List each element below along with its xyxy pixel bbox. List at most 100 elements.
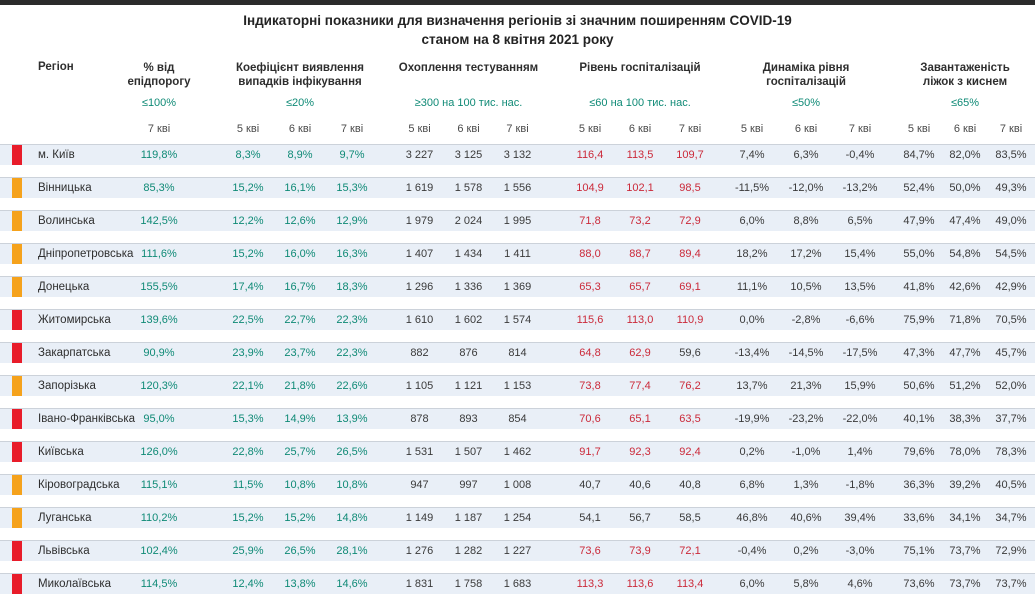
cell-testing-coverage: 997 [459, 479, 478, 491]
cell-hospitalization-dynamics: -3,0% [845, 545, 875, 557]
cell-hospitalization-level: 73,2 [629, 215, 651, 227]
cell-oxygen-beds-occupancy: 33,6% [903, 512, 935, 524]
cell-epid-threshold: 126,0% [140, 446, 178, 458]
cell-epid-threshold: 110,2% [140, 512, 178, 524]
cell-hospitalization-level: 73,8 [579, 380, 601, 392]
cell-detection-coefficient: 16,3% [336, 248, 368, 260]
page-title-line2: станом на 8 квітня 2021 року [421, 32, 614, 47]
region-status-marker [12, 409, 22, 429]
cell-testing-coverage: 947 [410, 479, 429, 491]
cell-detection-coefficient: 15,2% [232, 512, 264, 524]
cell-oxygen-beds-occupancy: 55,0% [903, 248, 935, 260]
threshold-coefficient: ≤20% [285, 97, 315, 109]
cell-hospitalization-dynamics: 21,3% [790, 380, 822, 392]
cell-detection-coefficient: 22,3% [336, 314, 368, 326]
cell-hospitalization-level: 116,4 [576, 149, 604, 161]
cell-detection-coefficient: 25,7% [284, 446, 316, 458]
table-row: Волинська 142,5% 12,2% 12,6% 12,9% 1 979 2 02… [0, 210, 1035, 231]
cell-epid-threshold: 142,5% [140, 215, 178, 227]
cell-hospitalization-dynamics: -2,8% [791, 314, 821, 326]
cell-detection-coefficient: 22,3% [336, 347, 368, 359]
cell-testing-coverage: 814 [508, 347, 527, 359]
region-status-marker [12, 442, 22, 462]
page-title: Індикаторні показники для визначення рег… [0, 11, 1035, 49]
cell-testing-coverage: 1 831 [405, 578, 434, 590]
cell-detection-coefficient: 8,9% [287, 149, 313, 161]
cell-oxygen-beds-occupancy: 34,1% [949, 512, 981, 524]
threshold-epid: ≤100% [141, 97, 177, 109]
column-header-detection-coefficient: Коефіцієнт виявлення випадків інфікуванн… [235, 62, 364, 88]
cell-testing-coverage: 1 276 [405, 545, 434, 557]
cell-hospitalization-level: 56,7 [629, 512, 651, 524]
date-label: 6 кві [794, 123, 818, 135]
threshold-hospitalization: ≤60 на 100 тис. нас. [589, 97, 691, 109]
cell-hospitalization-dynamics: 6,5% [847, 215, 873, 227]
cell-testing-coverage: 1 105 [405, 380, 434, 392]
cell-detection-coefficient: 12,2% [232, 215, 264, 227]
cell-hospitalization-level: 92,3 [629, 446, 651, 458]
cell-hospitalization-level: 113,4 [676, 578, 704, 590]
cell-hospitalization-level: 98,5 [679, 182, 701, 194]
region-name: м. Київ [38, 149, 75, 161]
cell-detection-coefficient: 22,5% [232, 314, 264, 326]
table-row: Запорізька 120,3% 22,1% 21,8% 22,6% 1 105 1 1… [0, 375, 1035, 396]
date-label: 6 кві [457, 123, 480, 135]
cell-hospitalization-level: 71,8 [579, 215, 601, 227]
cell-testing-coverage: 1 369 [503, 281, 532, 293]
cell-oxygen-beds-occupancy: 73,7% [995, 578, 1027, 590]
cell-detection-coefficient: 18,3% [336, 281, 368, 293]
cell-testing-coverage: 1 008 [503, 479, 532, 491]
cell-testing-coverage: 2 024 [454, 215, 483, 227]
cell-testing-coverage: 882 [410, 347, 429, 359]
threshold-beds: ≤65% [950, 97, 980, 109]
page-title-line1: Індикаторні показники для визначення рег… [243, 13, 792, 28]
cell-hospitalization-level: 92,4 [679, 446, 701, 458]
cell-detection-coefficient: 14,9% [284, 413, 316, 425]
cell-oxygen-beds-occupancy: 50,6% [903, 380, 935, 392]
cell-oxygen-beds-occupancy: 52,4% [903, 182, 935, 194]
cell-oxygen-beds-occupancy: 51,2% [949, 380, 981, 392]
cell-detection-coefficient: 11,5% [232, 479, 264, 491]
region-name: Донецька [38, 281, 90, 293]
cell-detection-coefficient: 23,7% [284, 347, 316, 359]
cell-oxygen-beds-occupancy: 34,7% [995, 512, 1027, 524]
cell-hospitalization-dynamics: 6,0% [739, 215, 765, 227]
cell-hospitalization-dynamics: 0,2% [739, 446, 765, 458]
cell-hospitalization-dynamics: -12,0% [788, 182, 824, 194]
date-label: 5 кві [236, 123, 260, 135]
cell-hospitalization-level: 40,8 [679, 479, 701, 491]
cell-hospitalization-dynamics: -1,0% [791, 446, 821, 458]
cell-hospitalization-level: 115,6 [576, 314, 604, 326]
cell-hospitalization-dynamics: 8,8% [793, 215, 819, 227]
cell-oxygen-beds-occupancy: 52,0% [995, 380, 1027, 392]
cell-testing-coverage: 1 434 [454, 248, 483, 260]
region-name: Київська [38, 446, 84, 458]
cell-detection-coefficient: 15,2% [232, 248, 264, 260]
cell-detection-coefficient: 22,7% [284, 314, 316, 326]
cell-testing-coverage: 878 [410, 413, 429, 425]
cell-hospitalization-dynamics: 6,8% [739, 479, 765, 491]
cell-oxygen-beds-occupancy: 72,9% [995, 545, 1027, 557]
cell-detection-coefficient: 25,9% [232, 545, 264, 557]
cell-hospitalization-dynamics: -6,6% [845, 314, 875, 326]
threshold-dynamics: ≤50% [791, 97, 821, 109]
cell-detection-coefficient: 15,3% [232, 413, 264, 425]
cell-epid-threshold: 90,9% [143, 347, 175, 359]
cell-epid-threshold: 102,4% [140, 545, 178, 557]
cell-testing-coverage: 1 758 [454, 578, 483, 590]
cell-hospitalization-level: 113,3 [576, 578, 604, 590]
table-row: Івано-Франківська 95,0% 15,3% 14,9% 13,9% 87… [0, 408, 1035, 429]
cell-hospitalization-level: 110,9 [676, 314, 704, 326]
cell-detection-coefficient: 28,1% [336, 545, 368, 557]
cell-hospitalization-level: 113,5 [626, 149, 654, 161]
cell-hospitalization-dynamics: 7,4% [739, 149, 765, 161]
region-name: Львівська [38, 545, 90, 557]
date-label: 5 кві [408, 123, 431, 135]
cell-detection-coefficient: 22,6% [336, 380, 368, 392]
cell-hospitalization-level: 40,7 [579, 479, 601, 491]
cell-oxygen-beds-occupancy: 83,5% [995, 149, 1027, 161]
cell-hospitalization-dynamics: -0,4% [845, 149, 875, 161]
cell-detection-coefficient: 13,8% [284, 578, 316, 590]
cell-detection-coefficient: 22,8% [232, 446, 264, 458]
region-status-marker [12, 178, 22, 198]
